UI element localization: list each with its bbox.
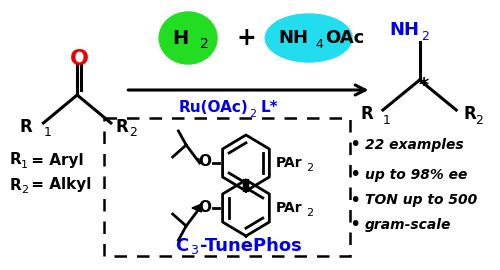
Text: ·: ·: [194, 151, 201, 171]
Text: 2: 2: [422, 29, 430, 42]
Text: 2: 2: [130, 127, 137, 140]
Text: 2: 2: [306, 163, 313, 173]
Text: O: O: [70, 49, 88, 69]
Text: 3: 3: [190, 244, 198, 256]
Text: TON up to 500: TON up to 500: [364, 193, 477, 207]
Text: NH: NH: [278, 29, 308, 47]
Polygon shape: [192, 204, 202, 212]
Text: R: R: [10, 177, 22, 193]
Text: O: O: [198, 154, 211, 170]
Text: 1: 1: [383, 113, 391, 127]
Text: 22 examples: 22 examples: [364, 138, 463, 152]
Text: •: •: [350, 166, 360, 184]
Text: = Alkyl: = Alkyl: [26, 177, 92, 193]
Text: +: +: [236, 26, 256, 50]
Text: up to 98% ee: up to 98% ee: [364, 168, 467, 182]
Text: Ru(OAc): Ru(OAc): [179, 100, 249, 116]
Text: -TunePhos: -TunePhos: [200, 237, 302, 255]
Text: H: H: [172, 29, 188, 48]
Text: 2: 2: [306, 208, 313, 218]
Text: R: R: [463, 105, 476, 123]
Text: 2: 2: [200, 37, 208, 51]
Text: R: R: [10, 153, 22, 167]
Text: R: R: [19, 118, 32, 136]
Text: R: R: [360, 105, 374, 123]
Text: L*: L*: [260, 100, 278, 116]
Text: 1: 1: [44, 127, 52, 140]
Text: gram-scale: gram-scale: [364, 218, 451, 232]
Ellipse shape: [266, 14, 352, 62]
Ellipse shape: [159, 12, 217, 64]
Polygon shape: [222, 135, 270, 191]
Text: O: O: [198, 200, 211, 214]
Text: OAc: OAc: [325, 29, 364, 47]
Text: PAr: PAr: [276, 156, 302, 170]
Text: 2: 2: [21, 185, 28, 195]
Text: NH: NH: [390, 21, 420, 39]
Text: R: R: [116, 118, 128, 136]
Text: = Aryl: = Aryl: [26, 153, 84, 167]
Text: 2: 2: [476, 113, 484, 127]
Text: PAr: PAr: [276, 201, 302, 215]
Text: 4: 4: [316, 38, 324, 50]
Polygon shape: [222, 180, 270, 236]
Text: C: C: [175, 237, 188, 255]
Text: 1: 1: [21, 160, 28, 170]
Text: 2: 2: [249, 109, 256, 119]
Text: *: *: [418, 76, 428, 96]
Text: •: •: [350, 215, 360, 235]
FancyBboxPatch shape: [104, 118, 350, 256]
Text: •: •: [350, 136, 360, 154]
Text: •: •: [350, 191, 360, 210]
